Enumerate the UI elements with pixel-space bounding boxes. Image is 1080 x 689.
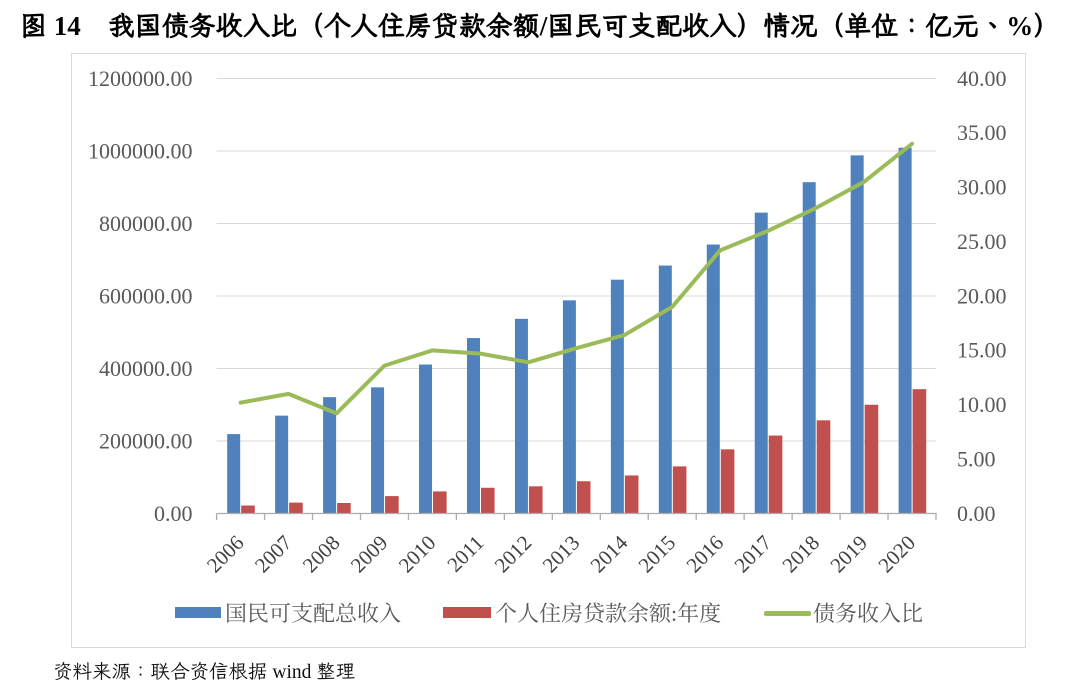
bar-income-2009 [371,387,385,514]
bar-income-2013 [562,300,576,514]
left-axis-tick-label: 1000000.00 [88,138,193,163]
bar-income-2011 [466,338,480,514]
bar-income-2010 [419,364,433,514]
x-axis-year-label: 2010 [394,531,441,578]
bar-income-2016 [706,244,720,514]
x-axis-year-label: 2012 [490,531,537,578]
bar-loan-2011 [480,487,495,514]
left-axis-tick-label: 200000.00 [99,428,193,453]
bar-income-2019 [850,155,864,514]
left-axis-tick-label: 800000.00 [99,211,193,236]
bar-income-2008 [323,397,337,514]
bar-income-2020 [898,147,912,514]
bar-income-2012 [514,318,528,514]
x-axis-year-label: 2011 [442,531,488,577]
x-axis-year-label: 2013 [538,531,585,578]
bar-loan-2010 [433,491,447,514]
left-axis-tick-label: 400000.00 [99,356,193,381]
right-axis-tick-label: 15.00 [957,338,1007,363]
bar-loan-2018 [816,420,831,514]
bar-income-2015 [658,265,672,514]
bar-loan-2013 [576,481,591,514]
bar-loan-2017 [768,435,783,514]
bar-loan-2015 [672,466,687,514]
bar-loan-2020 [912,389,927,514]
x-axis-year-label: 2009 [346,531,393,578]
right-axis-tick-label: 20.00 [957,283,1007,308]
bar-income-2014 [610,279,624,514]
ratio-line [238,141,914,416]
left-axis-tick-label: 1200000.00 [88,66,193,91]
left-axis-tick-label: 0.00 [154,501,193,526]
legend-swatch-ratio [764,611,811,616]
right-axis-tick-label: 40.00 [957,66,1007,91]
x-axis-year-label: 2019 [825,531,872,578]
x-axis-year-label: 2008 [298,531,345,578]
left-axis-tick-label: 600000.00 [99,283,193,308]
bar-income-2018 [802,182,816,514]
x-axis-year-label: 2014 [586,530,633,577]
legend-label-income: 国民可支配总收入 [225,597,402,628]
bar-loan-2007 [289,502,303,514]
right-axis-tick-label: 5.00 [957,446,996,471]
right-axis-tick-label: 25.00 [957,229,1007,254]
bar-loan-2008 [337,502,351,514]
right-axis-tick-label: 0.00 [957,501,996,526]
legend-swatch-income [175,607,221,618]
right-axis-tick-label: 10.00 [957,392,1007,417]
x-axis-year-label: 2016 [682,531,729,578]
bar-loan-2012 [528,486,543,514]
legend-label-loan: 个人住房贷款余额:年度 [495,597,722,628]
legend-label-ratio: 债务收入比 [813,597,924,628]
right-axis-tick-label: 30.00 [957,175,1007,200]
bar-income-2006 [227,434,241,514]
x-axis-year-label: 2006 [202,531,249,578]
source-note: 资料来源：联合资信根据 wind 整理 [53,658,356,684]
bar-loan-2006 [241,505,255,514]
bar-loan-2019 [864,404,879,514]
x-axis-year-label: 2015 [634,531,681,578]
bar-loan-2016 [720,449,735,514]
legend-swatch-loan [443,607,491,618]
x-axis-year-label: 2018 [777,531,824,578]
bar-loan-2014 [624,475,639,514]
chart-plot-area: 1200000.00 1000000.00 800000.00 600000.00 40… [71,53,1026,648]
bar-income-2007 [275,415,289,514]
right-axis-tick-label: 35.00 [957,120,1007,145]
bar-loan-2009 [385,496,399,514]
chart-title: 图 14 我国债务收入比（个人住房贷款余额/国民可支配收入）情况（单位：亿元、%… [20,7,1061,43]
x-axis-year-label: 2007 [250,531,297,578]
x-axis-year-label: 2017 [730,531,777,578]
combo-chart: 1200000.00 1000000.00 800000.00 600000.00 40… [88,66,1007,578]
x-axis-year-label: 2020 [873,531,920,578]
bar-income-2017 [754,212,768,514]
